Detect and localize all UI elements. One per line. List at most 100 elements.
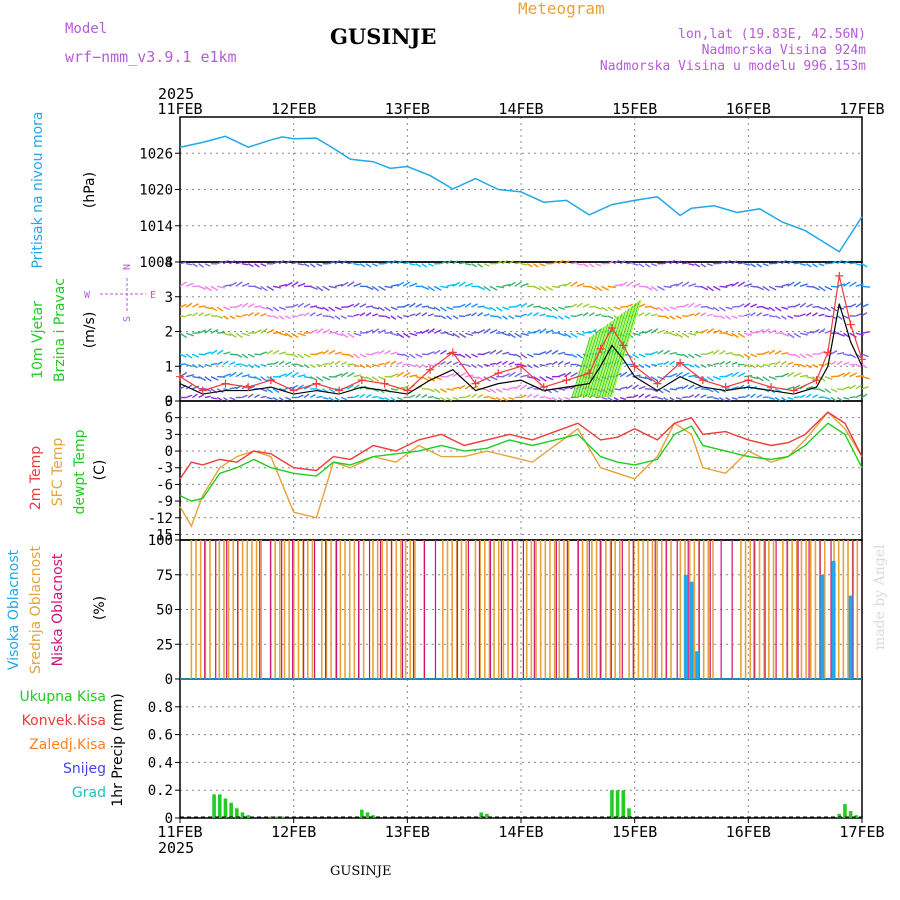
- wind-arrow: [477, 305, 485, 308]
- wind-arrow: [818, 363, 825, 367]
- y-tick-label: 0: [165, 444, 173, 460]
- wind-arrow: [756, 263, 763, 268]
- wind-arrow: [316, 263, 323, 267]
- wind-arrow: [564, 260, 570, 265]
- wind-arrow: [508, 361, 515, 366]
- wind-arrow: [520, 363, 527, 368]
- wind-arrow: [477, 328, 486, 334]
- wind-arrow: [700, 312, 707, 317]
- wind-arrow: [452, 260, 459, 265]
- wind-arrow: [235, 332, 243, 339]
- wind-arrow: [427, 395, 435, 399]
- temp-unit-label: (C): [92, 460, 108, 481]
- wind-arrow: [204, 285, 212, 292]
- wind-arrow: [421, 394, 428, 399]
- wind-arrow: [539, 363, 546, 367]
- wind-arrow: [836, 360, 843, 366]
- y-tick-label: 9: [165, 394, 173, 410]
- wind-arrow: [440, 331, 449, 334]
- year-bottom: 2025: [158, 839, 194, 857]
- wind-arrow: [421, 329, 430, 334]
- wind-arrow: [266, 362, 273, 366]
- wind-arrow: [613, 259, 620, 265]
- wind-arrow: [564, 361, 571, 366]
- wind-arrow: [657, 315, 664, 318]
- wind-arrow: [818, 313, 825, 317]
- wind-arrow: [663, 349, 670, 355]
- wind-arrow: [706, 376, 715, 382]
- wind-arrow: [192, 263, 199, 268]
- wind-arrow: [371, 285, 380, 292]
- wind-gust-point: [357, 376, 366, 385]
- wind-arrow: [725, 396, 732, 402]
- wind-arrow: [533, 263, 539, 268]
- wind-arrow: [217, 331, 226, 334]
- wind-gust-point: [471, 379, 480, 388]
- wind-arrow: [774, 260, 781, 265]
- wind-arrow: [762, 328, 770, 334]
- wind-arrow: [303, 375, 313, 379]
- wind-gust-point: [312, 379, 321, 388]
- wind-arrow: [489, 315, 497, 318]
- precip-legend-1: Konvek.Kisa: [22, 713, 106, 729]
- wind-arrow: [818, 388, 826, 393]
- wind-gust-point: [698, 376, 707, 385]
- wind-arrow: [526, 303, 534, 308]
- wind-arrow: [254, 393, 260, 399]
- wind-arrow: [285, 281, 293, 287]
- wind-arrow: [347, 281, 355, 287]
- wind-arrow: [378, 329, 386, 334]
- wind-arrow: [768, 376, 777, 381]
- wind-arrow: [551, 349, 559, 355]
- y-tick-label: 1: [165, 359, 173, 375]
- wind-arrow: [278, 315, 285, 320]
- wind-arrow: [830, 350, 838, 355]
- wind-arrow: [489, 285, 498, 291]
- wind-arrow: [849, 303, 857, 308]
- wind-arrow: [465, 263, 472, 266]
- wind-arrow: [303, 353, 311, 358]
- wind-arrow: [216, 361, 223, 366]
- wind-arrow: [241, 263, 249, 266]
- wind-arrow: [285, 332, 293, 339]
- cloud-unit-label: (%): [92, 596, 108, 620]
- wind-arrow: [836, 315, 843, 320]
- wind-arrow: [179, 261, 186, 265]
- wind-arrow: [508, 315, 515, 320]
- wind-arrow: [328, 361, 335, 366]
- wind-arrow: [235, 281, 243, 287]
- wind-gust-point: [176, 372, 184, 381]
- wind-arrow: [626, 281, 634, 287]
- wind-arrow: [440, 361, 447, 366]
- wind-arrow: [533, 394, 540, 399]
- y-tick-label: -9: [156, 494, 173, 510]
- wind-arrow: [731, 361, 738, 366]
- wind-arrow: [774, 349, 782, 355]
- wind-arrow: [309, 285, 318, 291]
- wind-arrow: [557, 396, 564, 402]
- wind-arrow: [192, 393, 198, 399]
- wind-arrow: [650, 350, 658, 355]
- wind-arrow: [557, 360, 564, 366]
- wind-arrow: [681, 281, 690, 287]
- wind-arrow: [390, 351, 398, 355]
- precip-legend-2: Zaledj.Kisa: [29, 737, 106, 753]
- wind-arrow: [272, 361, 279, 366]
- wind-arrow: [595, 285, 603, 292]
- wind-arrow: [793, 372, 802, 378]
- wind-arrow: [743, 353, 751, 359]
- wind-arrow: [291, 303, 299, 308]
- wind-arrow: [427, 328, 435, 334]
- wind-arrow: [576, 353, 583, 359]
- wind-arrow: [384, 349, 391, 355]
- wind-arrow: [669, 283, 678, 287]
- x-tick-label-bottom: 13FEB: [385, 823, 430, 841]
- wind-arrow: [235, 303, 243, 308]
- wind-arrow: [824, 388, 831, 394]
- wind-arrow: [694, 263, 701, 268]
- wind-arrow: [483, 388, 491, 393]
- wind-arrow: [570, 303, 578, 308]
- wind-arrow: [669, 306, 677, 310]
- wind-arrow: [353, 282, 362, 287]
